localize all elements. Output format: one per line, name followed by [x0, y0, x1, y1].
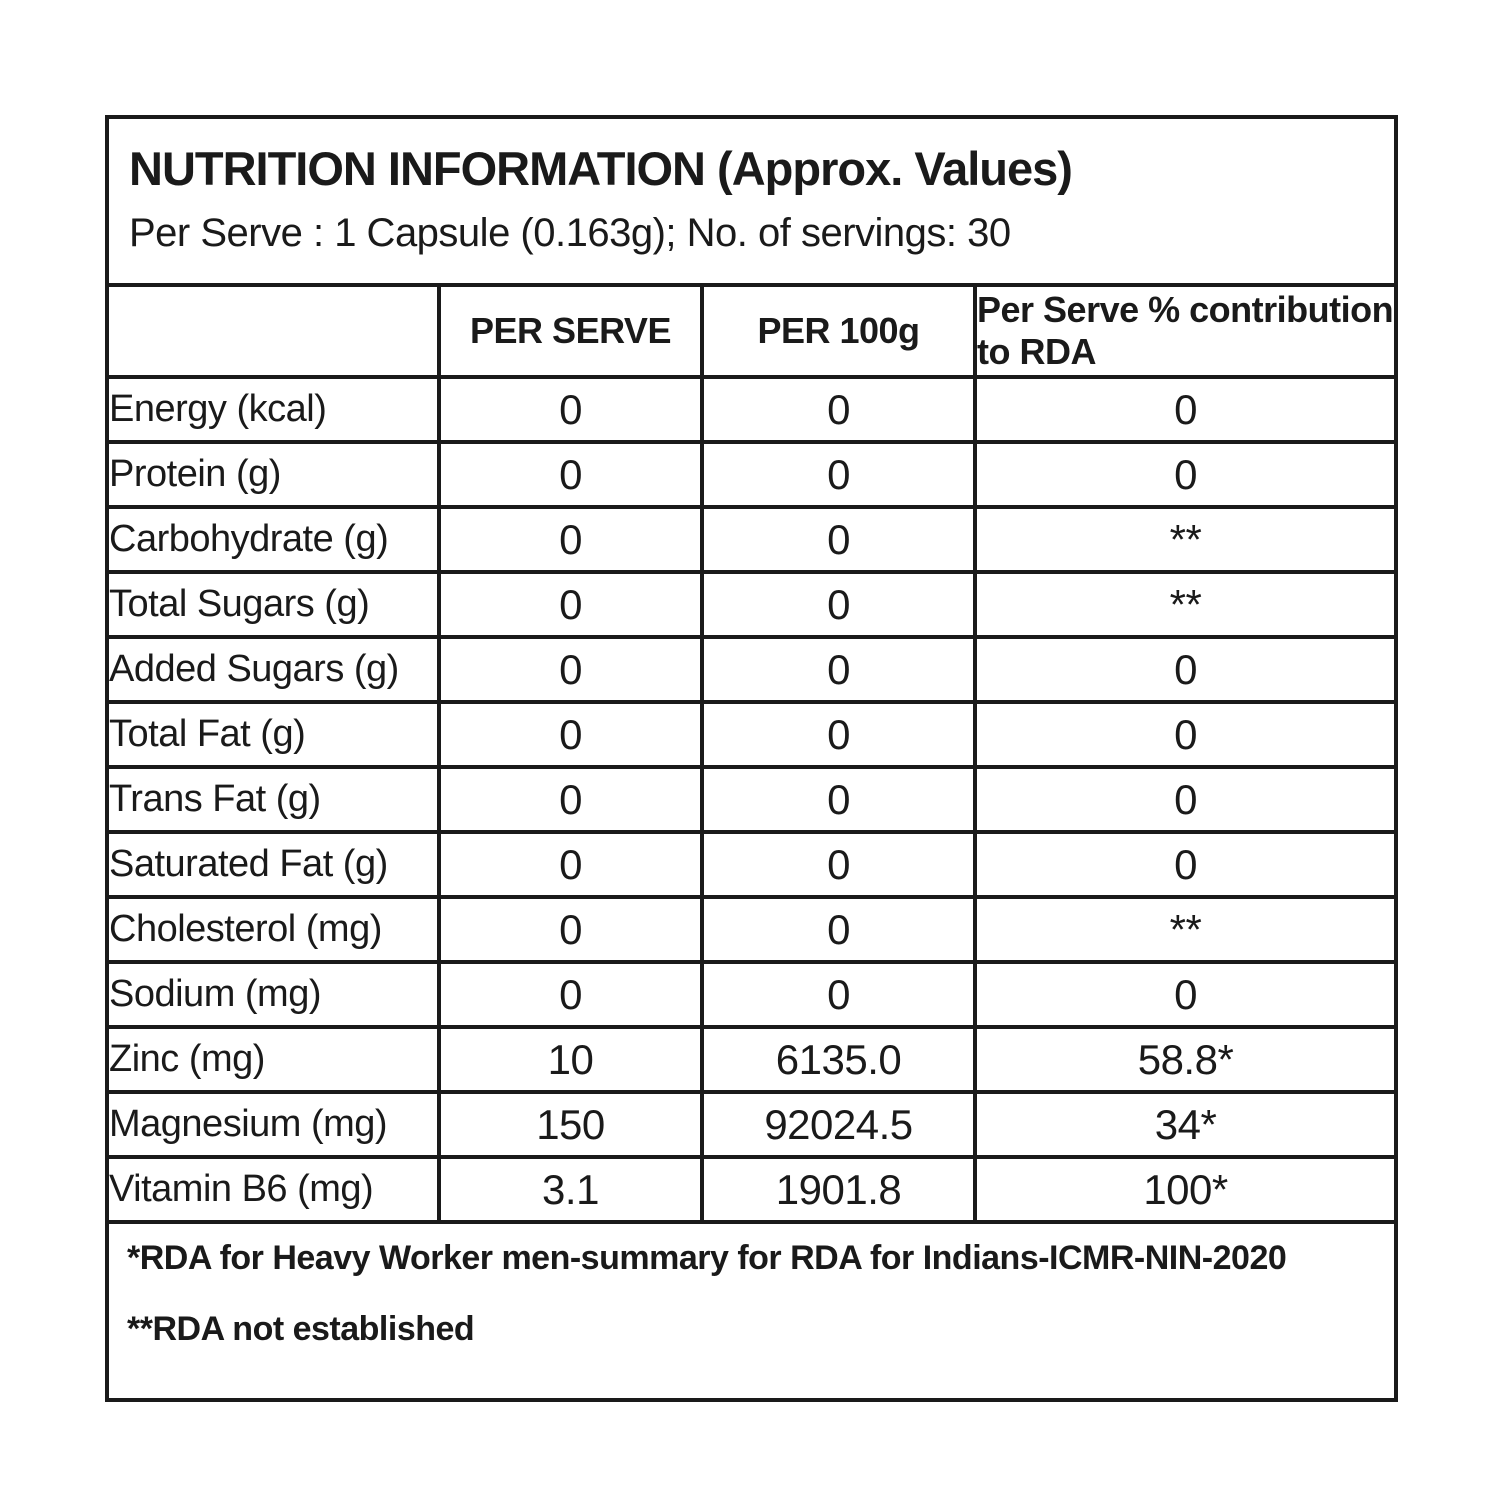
column-header-rda: Per Serve % contribution to RDA — [972, 283, 1399, 379]
footnote-rda-source: *RDA for Heavy Worker men-summary for RD… — [127, 1239, 1287, 1277]
row-label: Protein (g) — [105, 440, 441, 509]
row-label: Zinc (mg) — [105, 1025, 441, 1094]
row-label: Energy (kcal) — [105, 375, 441, 444]
table-row-magnesium: Magnesium (mg) 150 92024.5 34* — [105, 1090, 1399, 1159]
title-section: NUTRITION INFORMATION (Approx. Values) P… — [104, 115, 1399, 287]
column-header-blank — [105, 283, 441, 379]
cell-per-100g: 0 — [700, 635, 977, 704]
column-header-per-100g: PER 100g — [700, 283, 977, 379]
row-label: Vitamin B6 (mg) — [105, 1155, 441, 1224]
footnotes-section: *RDA for Heavy Worker men-summary for RD… — [104, 1220, 1399, 1402]
table-row-added-sugars: Added Sugars (g) 0 0 0 — [105, 635, 1399, 704]
cell-rda: 0 — [972, 960, 1399, 1029]
table-row-cholesterol: Cholesterol (mg) 0 0 ** — [105, 895, 1399, 964]
table-row-energy: Energy (kcal) 0 0 0 — [105, 375, 1399, 444]
cell-per-serve: 0 — [437, 570, 704, 639]
cell-rda: 0 — [972, 635, 1399, 704]
cell-rda: 0 — [972, 830, 1399, 899]
cell-per-100g: 92024.5 — [700, 1090, 977, 1159]
cell-per-serve: 10 — [437, 1025, 704, 1094]
cell-per-100g: 0 — [700, 700, 977, 769]
table-header-row: PER SERVE PER 100g Per Serve % contribut… — [105, 283, 1399, 379]
table-row-protein: Protein (g) 0 0 0 — [105, 440, 1399, 509]
cell-rda: 0 — [972, 440, 1399, 509]
serving-info: Per Serve : 1 Capsule (0.163g); No. of s… — [129, 210, 1011, 255]
table-row-zinc: Zinc (mg) 10 6135.0 58.8* — [105, 1025, 1399, 1094]
cell-per-100g: 0 — [700, 830, 977, 899]
row-label: Total Sugars (g) — [105, 570, 441, 639]
cell-per-serve: 0 — [437, 700, 704, 769]
table-row-total-fat: Total Fat (g) 0 0 0 — [105, 700, 1399, 769]
row-label: Added Sugars (g) — [105, 635, 441, 704]
row-label: Sodium (mg) — [105, 960, 441, 1029]
row-label: Saturated Fat (g) — [105, 830, 441, 899]
cell-per-serve: 0 — [437, 830, 704, 899]
nutrition-label: NUTRITION INFORMATION (Approx. Values) P… — [104, 115, 1399, 1402]
cell-rda: ** — [972, 895, 1399, 964]
table-row-trans-fat: Trans Fat (g) 0 0 0 — [105, 765, 1399, 834]
cell-per-serve: 0 — [437, 635, 704, 704]
cell-per-100g: 0 — [700, 570, 977, 639]
cell-rda: 34* — [972, 1090, 1399, 1159]
cell-per-serve: 150 — [437, 1090, 704, 1159]
row-label: Total Fat (g) — [105, 700, 441, 769]
page-title: NUTRITION INFORMATION (Approx. Values) — [129, 142, 1073, 196]
cell-per-serve: 3.1 — [437, 1155, 704, 1224]
cell-per-serve: 0 — [437, 440, 704, 509]
column-header-per-serve: PER SERVE — [437, 283, 704, 379]
cell-per-serve: 0 — [437, 960, 704, 1029]
cell-rda: 0 — [972, 765, 1399, 834]
nutrition-table: NUTRITION INFORMATION (Approx. Values) P… — [104, 115, 1399, 1402]
cell-per-100g: 1901.8 — [700, 1155, 977, 1224]
footnote-rda-not-established: **RDA not established — [127, 1309, 475, 1348]
cell-per-serve: 0 — [437, 375, 704, 444]
cell-per-100g: 0 — [700, 505, 977, 574]
table-row-vitamin-b6: Vitamin B6 (mg) 3.1 1901.8 100* — [105, 1155, 1399, 1224]
cell-per-serve: 0 — [437, 765, 704, 834]
table-row-saturated-fat: Saturated Fat (g) 0 0 0 — [105, 830, 1399, 899]
cell-rda: 0 — [972, 700, 1399, 769]
cell-per-serve: 0 — [437, 895, 704, 964]
cell-per-100g: 0 — [700, 960, 977, 1029]
cell-per-serve: 0 — [437, 505, 704, 574]
row-label: Trans Fat (g) — [105, 765, 441, 834]
row-label: Carbohydrate (g) — [105, 505, 441, 574]
cell-rda: 0 — [972, 375, 1399, 444]
cell-per-100g: 0 — [700, 375, 977, 444]
row-label: Magnesium (mg) — [105, 1090, 441, 1159]
cell-rda: ** — [972, 505, 1399, 574]
cell-rda: 100* — [972, 1155, 1399, 1224]
cell-per-100g: 0 — [700, 440, 977, 509]
cell-per-100g: 0 — [700, 765, 977, 834]
table-row-total-sugars: Total Sugars (g) 0 0 ** — [105, 570, 1399, 639]
table-row-sodium: Sodium (mg) 0 0 0 — [105, 960, 1399, 1029]
cell-per-100g: 6135.0 — [700, 1025, 977, 1094]
cell-per-100g: 0 — [700, 895, 977, 964]
cell-rda: 58.8* — [972, 1025, 1399, 1094]
row-label: Cholesterol (mg) — [105, 895, 441, 964]
cell-rda: ** — [972, 570, 1399, 639]
table-row-carbohydrate: Carbohydrate (g) 0 0 ** — [105, 505, 1399, 574]
